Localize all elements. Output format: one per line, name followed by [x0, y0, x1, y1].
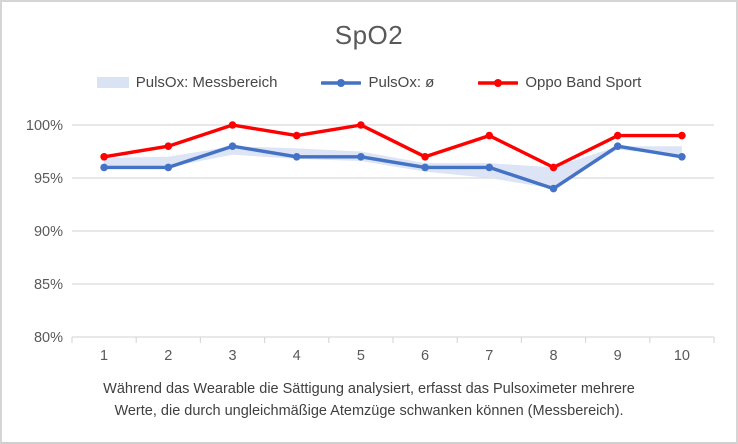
chart-title: SpO2: [334, 20, 404, 50]
data-point: [228, 121, 237, 129]
data-point: [357, 153, 365, 161]
line-dot-marker-icon: [478, 78, 519, 87]
data-point: [549, 163, 558, 172]
y-axis-tick-label: 95%: [34, 171, 63, 187]
x-axis-tick-label: 6: [421, 348, 429, 364]
caption-line-1: Während das Wearable die Sättigung analy…: [103, 381, 635, 397]
y-axis-tick-label: 85%: [34, 277, 63, 293]
plot-area: 100% 95% 90% 85% 80% 1 2 3 4 5 6 7 8 9 10: [26, 118, 715, 364]
data-point: [678, 131, 686, 140]
x-axis-tick-label: 2: [164, 348, 172, 364]
x-axis-tick-label: 5: [357, 348, 365, 364]
y-axis-tick-label: 80%: [34, 330, 63, 346]
pulsox-avg-line: [102, 144, 684, 191]
legend-label-messbereich: PulsOx: Messbereich: [135, 74, 278, 91]
legend-item-oppo-band-sport: Oppo Band Sport: [478, 74, 641, 91]
data-point: [613, 131, 622, 140]
chart-legend: PulsOx: Messbereich PulsOx: ø Oppo Band …: [2, 74, 736, 91]
x-axis-tick-label: 1: [100, 348, 108, 364]
data-point: [421, 163, 429, 172]
data-point: [292, 153, 301, 161]
legend-label-pulsox-avg: PulsOx: ø: [368, 74, 435, 91]
caption-line-2: Werte, die durch ungleichmäßige Atemzüge…: [114, 403, 624, 419]
data-point: [485, 131, 494, 140]
x-axis-tick-label: 9: [614, 348, 622, 364]
data-point: [100, 163, 108, 172]
data-point: [228, 142, 237, 150]
data-point: [549, 184, 558, 193]
legend-item-pulsox-avg: PulsOx: ø: [321, 74, 434, 91]
data-point: [613, 142, 622, 150]
legend-item-messbereich: PulsOx: Messbereich: [96, 74, 278, 91]
chart-caption: Während das Wearable die Sättigung analy…: [2, 378, 736, 422]
data-point: [357, 121, 365, 129]
data-point: [100, 153, 108, 161]
oppo-band-sport-line: [102, 123, 684, 170]
x-axis-tick-label: 8: [549, 348, 557, 364]
x-axis-tick-label: 3: [228, 348, 236, 364]
x-axis-tick-label: 4: [293, 348, 301, 364]
y-axis-tick-label: 100%: [26, 118, 63, 134]
data-point: [164, 142, 173, 150]
x-axis-tick-label: 10: [674, 348, 690, 364]
data-point: [421, 153, 429, 161]
x-axis-tick-label: 7: [485, 348, 493, 364]
band-swatch-icon: [96, 77, 129, 88]
data-point: [292, 131, 301, 140]
legend-label-oppo-band-sport: Oppo Band Sport: [525, 74, 642, 91]
y-axis-tick-label: 90%: [34, 224, 63, 240]
data-point: [678, 153, 686, 161]
data-point: [164, 163, 173, 172]
data-point: [485, 163, 494, 172]
line-dot-marker-icon: [321, 78, 362, 87]
messbereich-band-area: [104, 146, 682, 189]
